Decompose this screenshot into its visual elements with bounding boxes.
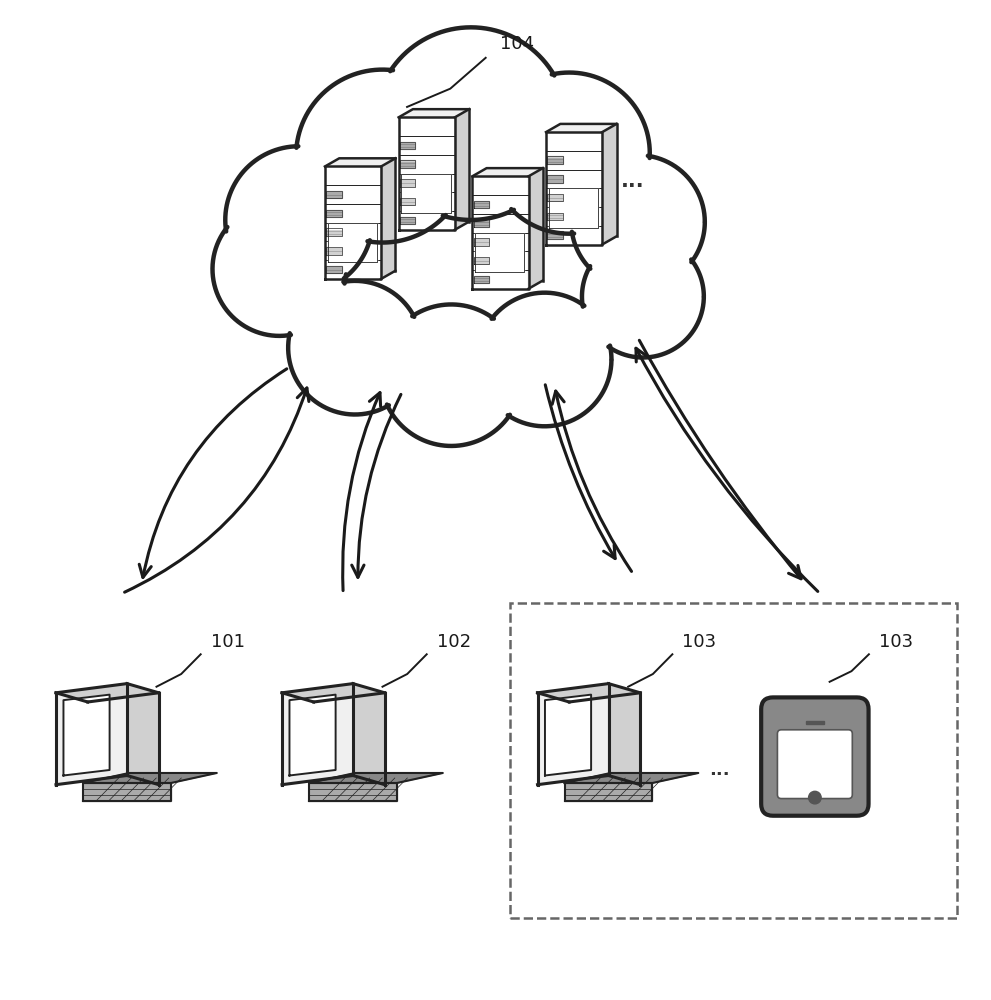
Polygon shape [400,142,415,149]
Polygon shape [400,217,415,224]
Polygon shape [537,684,640,702]
Polygon shape [309,783,396,801]
Circle shape [478,293,611,426]
Circle shape [571,155,705,289]
Polygon shape [326,191,342,198]
FancyBboxPatch shape [761,697,868,816]
Polygon shape [282,684,353,785]
Polygon shape [474,201,490,208]
Polygon shape [473,176,528,289]
Polygon shape [547,194,563,201]
FancyBboxPatch shape [777,730,852,799]
Polygon shape [474,257,490,264]
Polygon shape [546,132,603,245]
Polygon shape [398,109,469,117]
Text: 103: 103 [879,633,913,651]
Polygon shape [547,231,563,239]
Polygon shape [547,213,563,220]
Text: 104: 104 [500,35,534,53]
Polygon shape [565,773,699,783]
Polygon shape [537,684,608,785]
Polygon shape [309,773,443,783]
Circle shape [489,73,650,234]
Polygon shape [56,684,159,702]
Polygon shape [83,773,217,783]
Polygon shape [401,174,451,213]
Circle shape [381,304,522,446]
Polygon shape [608,684,640,785]
Text: 101: 101 [210,633,245,651]
Polygon shape [806,721,825,724]
Polygon shape [326,266,342,273]
Polygon shape [547,156,563,164]
Polygon shape [473,168,543,176]
Polygon shape [549,188,598,228]
Polygon shape [282,684,385,702]
Polygon shape [289,695,336,775]
Polygon shape [475,233,524,272]
Polygon shape [474,276,490,283]
Text: ...: ... [621,171,645,191]
Circle shape [582,236,704,358]
Circle shape [225,146,373,294]
Polygon shape [328,223,377,262]
Polygon shape [326,210,342,217]
Text: ...: ... [710,761,729,779]
Polygon shape [56,684,127,785]
Polygon shape [455,109,469,230]
Polygon shape [83,783,170,801]
Polygon shape [528,168,543,289]
Polygon shape [400,179,415,187]
Polygon shape [326,228,342,236]
Polygon shape [325,158,395,166]
Polygon shape [474,238,490,246]
Polygon shape [546,124,616,132]
Polygon shape [400,198,415,205]
Polygon shape [545,695,591,775]
Polygon shape [474,219,490,227]
Polygon shape [400,160,415,168]
Polygon shape [547,175,563,183]
Circle shape [296,70,469,243]
Polygon shape [63,695,110,775]
Text: 102: 102 [437,633,471,651]
Circle shape [288,281,422,415]
Polygon shape [565,783,652,801]
Circle shape [375,27,567,220]
Polygon shape [127,684,159,785]
Text: 103: 103 [682,633,716,651]
Polygon shape [325,166,382,279]
Polygon shape [353,684,385,785]
Circle shape [809,791,822,804]
Polygon shape [326,247,342,255]
Polygon shape [382,158,395,279]
Bar [510,603,957,918]
Polygon shape [603,124,616,245]
Polygon shape [398,117,455,230]
Circle shape [212,202,346,336]
